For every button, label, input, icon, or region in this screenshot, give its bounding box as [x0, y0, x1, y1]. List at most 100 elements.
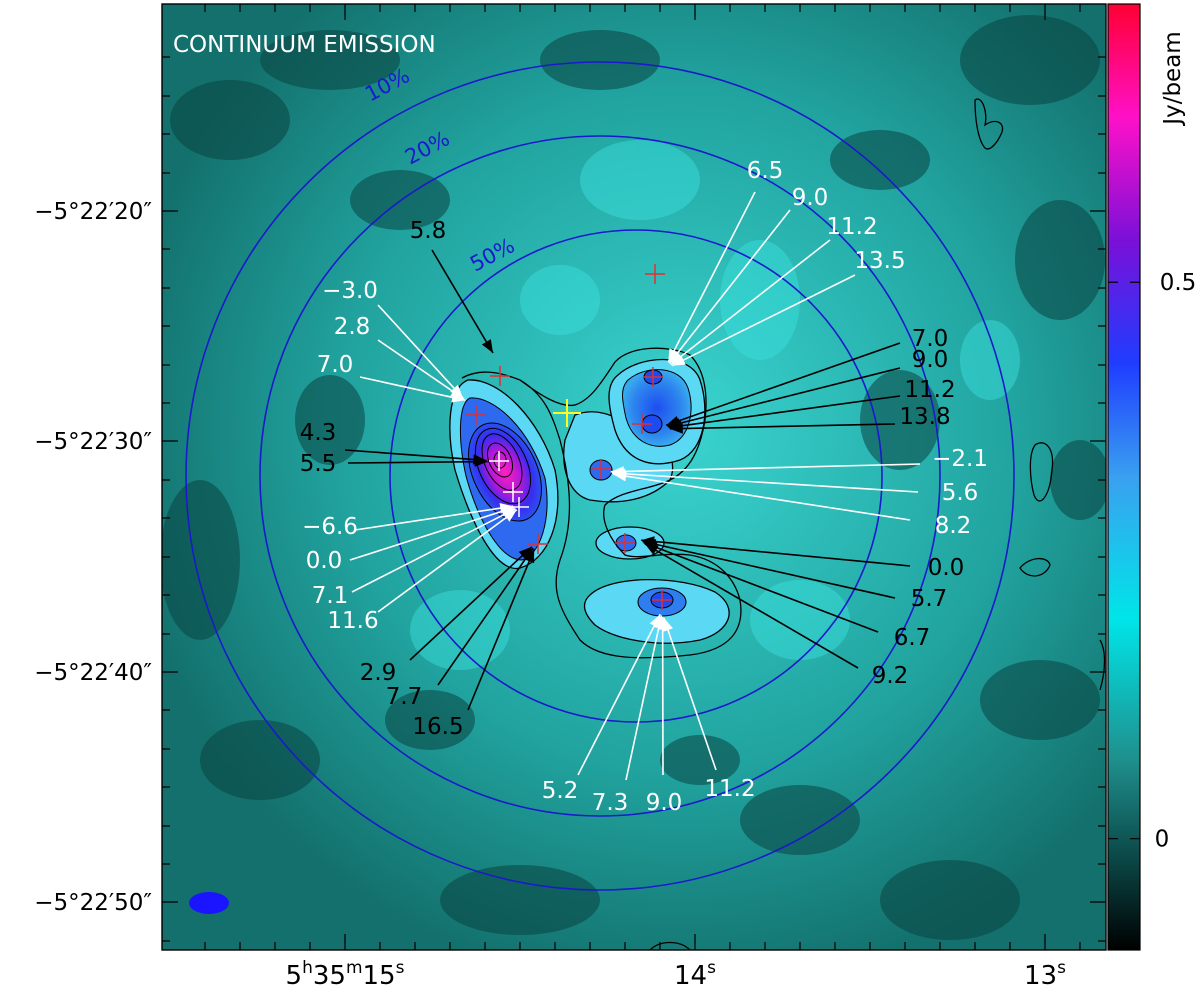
velocity-label: 11.2 [826, 214, 877, 240]
velocity-label: 7.7 [386, 684, 423, 710]
primary-beam-circles [185, 61, 1015, 891]
velocity-label: 9.0 [792, 185, 829, 211]
velocity-arrow-line [347, 460, 488, 464]
colorbar-tick-label: 0 [1155, 827, 1170, 853]
velocity-label: 0.0 [306, 548, 343, 574]
velocity-arrow-line [668, 209, 791, 364]
velocity-label: 4.3 [300, 420, 337, 446]
velocity-label: 5.7 [911, 586, 948, 612]
velocity-arrow-line [665, 342, 901, 426]
velocity-label: 0.0 [928, 555, 965, 581]
velocity-label: 8.2 [935, 513, 972, 539]
envelope-contour [461, 347, 742, 659]
velocity-arrow-head [613, 471, 627, 482]
velocity-label: 7.3 [592, 790, 629, 816]
y-tick-label: −5°22′20″ [34, 199, 152, 225]
velocity-arrow-head [474, 456, 488, 467]
velocity-label: 9.0 [912, 347, 949, 373]
velocity-arrow-line [377, 304, 464, 399]
velocity-arrow-line [409, 546, 533, 661]
velocity-arrow-line [642, 540, 896, 599]
velocity-label: −3.0 [322, 278, 378, 304]
velocity-arrow-line [625, 615, 663, 781]
velocity-label: 7.0 [912, 326, 949, 352]
yellow-cross [553, 399, 581, 427]
velocity-label: 5.5 [300, 451, 337, 477]
velocity-arrow-line [354, 505, 514, 531]
velocity-arrow-line [611, 472, 919, 493]
velocity-arrow-line [670, 239, 831, 366]
velocity-arrow-line [431, 249, 494, 354]
velocity-label: −2.1 [932, 446, 988, 472]
image-title: CONTINUUM EMISSION [173, 32, 436, 58]
colorbar: 0.5 0 Jy/beam [1107, 3, 1197, 951]
velocity-arrow-head [663, 617, 673, 632]
y-tick-label: −5°22′50″ [34, 890, 152, 916]
velocity-arrow-line [667, 191, 756, 363]
source-markers [466, 264, 672, 610]
velocity-arrow-line [641, 539, 911, 567]
y-tick-label: −5°22′40″ [34, 660, 152, 686]
velocity-arrow-line [663, 617, 717, 771]
velocity-label: 16.5 [412, 714, 463, 740]
velocity-arrows [344, 191, 921, 781]
x-tick-labels: 5h35m15s 14s 13s [286, 958, 1067, 991]
background-noise [162, 15, 1106, 940]
velocity-arrow-head [524, 549, 535, 564]
velocity-label: 13.5 [854, 248, 905, 274]
velocity-label: 7.0 [317, 352, 354, 378]
beam-ellipse [189, 892, 229, 914]
velocity-arrow-line [351, 507, 516, 593]
colorbar-tick-label: 0.5 [1160, 270, 1197, 296]
velocity-arrow-line [359, 376, 466, 401]
velocity-arrow-line [643, 541, 879, 633]
velocity-label: 2.9 [360, 660, 397, 686]
colorbar-gradient [1107, 3, 1141, 951]
image-panel: 10% 20% 50% [162, 4, 1106, 950]
velocity-label: 6.7 [894, 625, 931, 651]
y-tick-labels: −5°22′20″ −5°22′30″ −5°22′40″ −5°22′50″ [34, 199, 152, 916]
circle-20pct [259, 135, 941, 817]
velocity-label: 9.2 [872, 663, 909, 689]
velocity-label: 6.5 [747, 158, 784, 184]
velocity-arrow-line [669, 423, 896, 430]
y-tick-label: −5°22′30″ [34, 429, 152, 455]
velocity-arrow-line [671, 274, 856, 367]
velocity-label: 9.0 [646, 790, 683, 816]
velocity-arrow-head [671, 355, 686, 366]
colorbar-label: Jy/beam [1160, 31, 1186, 126]
velocity-label: 11.2 [704, 776, 755, 802]
plot-frame [161, 3, 1107, 951]
velocity-arrow-line [377, 509, 518, 613]
velocity-label: 2.8 [334, 314, 371, 340]
velocity-arrow-line [610, 463, 921, 473]
velocity-arrow-line [344, 449, 487, 462]
axis-ticks [162, 4, 1106, 950]
velocity-label: 5.8 [410, 218, 447, 244]
circle-10pct [185, 61, 1015, 891]
velocity-label: 5.2 [542, 778, 579, 804]
velocity-arrow-line [577, 613, 661, 776]
velocity-arrow-line [467, 548, 535, 711]
velocity-arrow-line [644, 543, 859, 669]
velocity-label: 11.2 [904, 377, 955, 403]
x-tick-label-13s: 13s [1024, 958, 1066, 991]
left-core [468, 422, 542, 522]
velocity-label: −6.6 [302, 514, 358, 540]
velocity-label: 7.1 [312, 583, 349, 609]
velocity-arrow-line [613, 473, 911, 521]
velocity-label: 5.6 [942, 480, 979, 506]
x-tick-label-15s: 5h35m15s [286, 958, 405, 991]
velocity-arrow-line [377, 339, 465, 400]
velocity-arrow-head [451, 392, 466, 403]
background-bright [410, 140, 1020, 670]
velocity-arrow-head [644, 543, 659, 555]
velocity-arrow-head [481, 339, 493, 353]
velocity-label: 13.8 [899, 404, 950, 430]
velocity-arrow-line [349, 506, 515, 561]
velocity-labels: 5.8 −3.0 2.8 7.0 4.3 5.5 −6.6 0.0 7.111.6 2.97.7 1… [300, 158, 988, 816]
velocity-arrow-line [437, 547, 534, 686]
x-tick-label-14s: 14s [674, 958, 716, 991]
velocity-arrow-line [667, 367, 901, 428]
